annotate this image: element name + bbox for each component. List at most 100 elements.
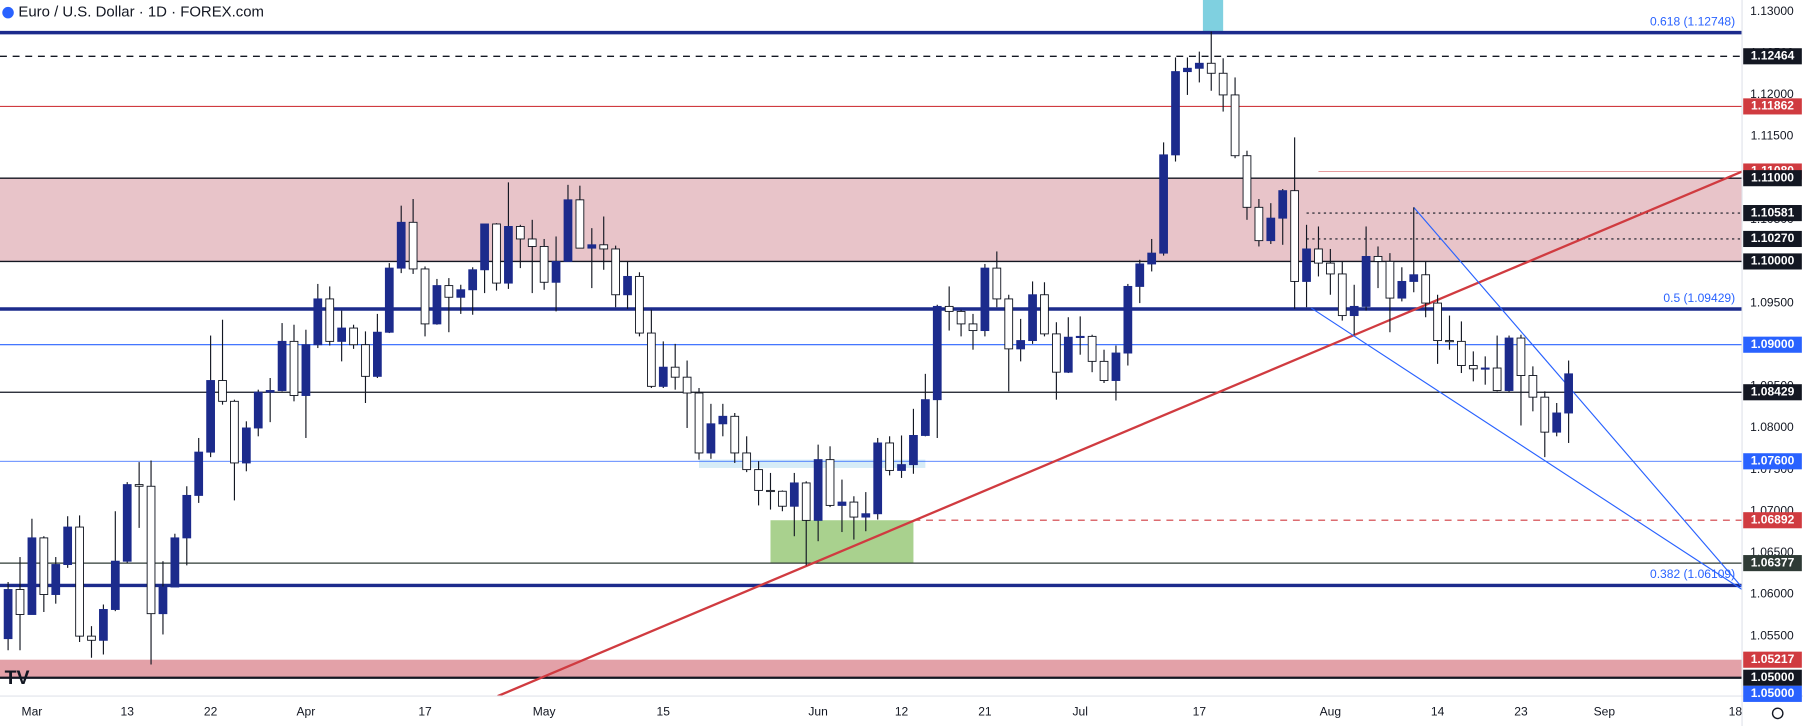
candle-body — [539, 246, 549, 283]
y-tick-label: 1.13000 — [1750, 4, 1794, 18]
candle-body — [3, 589, 13, 640]
candle-body — [301, 344, 311, 396]
plot-area: 0.618 (1.12748) 0.5 (1.09429) 0.382 (1.061… — [0, 0, 1743, 697]
candle-body — [873, 442, 883, 515]
candle-body — [515, 226, 525, 240]
candle-body — [1361, 255, 1371, 307]
candle-body — [444, 285, 454, 298]
candle-body — [932, 305, 942, 401]
candle-body — [944, 305, 954, 312]
candle-body — [1230, 94, 1240, 157]
price-box — [1743, 384, 1802, 401]
candle-body — [1349, 305, 1359, 317]
candle-body — [218, 380, 227, 402]
symbol-icon — [2, 6, 14, 19]
candle-body — [742, 452, 752, 471]
candle-body — [825, 459, 835, 506]
candle-body — [527, 238, 537, 247]
candle-body — [1052, 333, 1061, 373]
candle-body — [897, 464, 906, 471]
price-box — [1743, 651, 1802, 668]
candle-body — [587, 244, 597, 249]
price-box — [1743, 453, 1802, 470]
candle-body — [1111, 352, 1121, 381]
settings-icon[interactable] — [1771, 707, 1784, 720]
price-box — [1743, 253, 1802, 270]
candle-body — [361, 344, 370, 377]
trendline — [497, 170, 1743, 697]
candle-body — [1278, 190, 1288, 219]
candle-body — [1564, 373, 1573, 414]
candle-body — [754, 469, 763, 491]
candle-body — [1242, 155, 1252, 208]
candle-body — [778, 490, 787, 507]
candle-body — [325, 298, 335, 342]
candle-body — [134, 484, 144, 487]
candle-body — [575, 199, 585, 249]
price-box-label: 1.08429 — [1751, 384, 1795, 398]
candle-body — [956, 310, 966, 325]
candle-body — [289, 340, 299, 396]
candle-body — [1028, 294, 1037, 342]
candle-body — [182, 494, 192, 539]
candle-body — [99, 609, 108, 641]
candle-body — [206, 380, 215, 453]
price-box — [1743, 336, 1802, 353]
x-tick-label: 23 — [1514, 704, 1528, 718]
candle-body — [1540, 396, 1550, 433]
candle-body — [730, 415, 740, 454]
candle-body — [337, 327, 347, 342]
x-tick-label: May — [533, 704, 556, 718]
candle-body — [253, 391, 263, 429]
x-tick-label: 15 — [657, 704, 671, 718]
candle-body — [1385, 260, 1395, 299]
fib-label: 0.5 (1.09429) — [1663, 291, 1735, 305]
price-box — [1743, 205, 1802, 222]
candle-body — [420, 268, 430, 325]
candle-body — [1040, 294, 1049, 335]
price-box-label: 1.10581 — [1751, 205, 1795, 219]
price-box-label: 1.11000 — [1751, 170, 1794, 184]
price-box — [1743, 669, 1802, 686]
zone — [699, 459, 926, 468]
price-box — [1743, 555, 1802, 572]
candle-body — [789, 482, 799, 507]
candle-body — [432, 285, 442, 325]
price-box-label: 1.09000 — [1751, 337, 1795, 351]
candle-body — [849, 501, 859, 518]
candle-body — [920, 399, 930, 436]
candle-body — [1552, 412, 1562, 433]
candle-body — [718, 415, 728, 425]
candle-body — [349, 327, 358, 346]
candle-body — [801, 482, 811, 521]
candle-body — [158, 586, 168, 615]
candle-body — [1504, 337, 1514, 391]
price-box-label: 1.11862 — [1751, 99, 1794, 113]
candle-body — [1218, 72, 1228, 96]
candle-body — [706, 423, 716, 454]
candle-body — [1492, 367, 1502, 391]
candle-body — [468, 269, 478, 291]
candle-body — [1004, 298, 1014, 350]
candle-body — [992, 267, 1002, 300]
price-box-label: 1.07600 — [1751, 453, 1795, 467]
candle-body — [980, 267, 990, 332]
trendline — [1310, 307, 1743, 590]
x-tick-label: Mar — [22, 704, 43, 718]
candle-body — [1409, 274, 1419, 282]
candle-body — [110, 560, 120, 610]
candle-body — [456, 289, 466, 298]
candle-body — [1337, 273, 1347, 317]
candle-body — [885, 442, 894, 471]
candle-body — [1254, 206, 1264, 242]
x-tick-label: 18 — [1729, 704, 1743, 718]
candle-body — [51, 564, 61, 595]
candle-body — [635, 275, 644, 334]
price-box-label: 1.10000 — [1751, 254, 1795, 268]
candle-body — [813, 459, 823, 521]
candle-body — [682, 376, 692, 394]
price-box-label: 1.06892 — [1751, 512, 1795, 526]
candle-body — [1516, 337, 1526, 376]
candle-body — [75, 526, 84, 637]
